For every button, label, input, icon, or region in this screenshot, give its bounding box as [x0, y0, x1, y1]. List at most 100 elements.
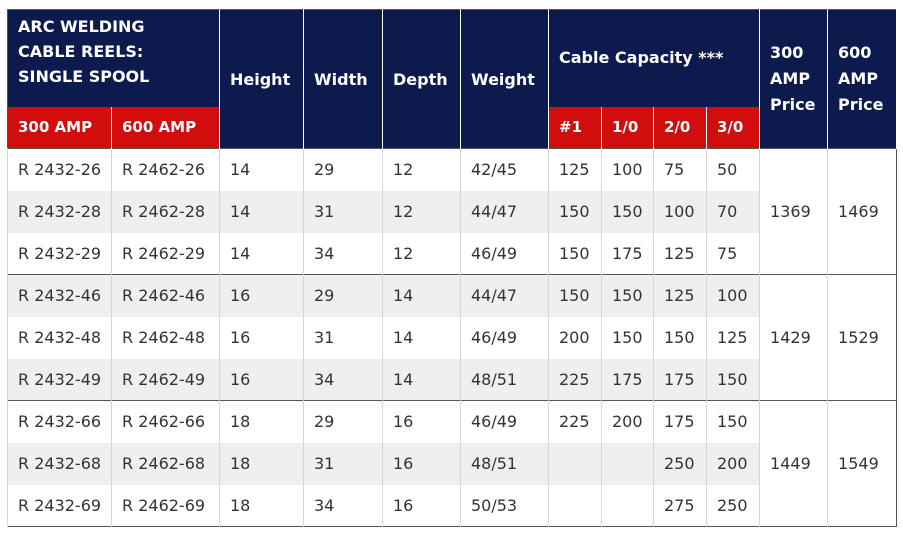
capacity-2-0-cell: 100 — [654, 191, 707, 233]
height-cell: 18 — [220, 443, 304, 485]
price-600-header-line: AMP — [838, 66, 896, 92]
price-600-header-line: 600 — [838, 40, 896, 66]
capacity-1-cell — [549, 485, 602, 527]
cable-reel-spec-table: ARC WELDING CABLE REELS: SINGLE SPOOL He… — [7, 9, 897, 527]
model-600-cell: R 2462-29 — [112, 233, 220, 275]
model-300-cell: R 2432-66 — [8, 401, 112, 443]
weight-cell: 50/53 — [461, 485, 549, 527]
price-300-header-line: AMP — [770, 66, 827, 92]
capacity-size-3-0: 3/0 — [707, 107, 760, 149]
price-300-cell: 1369 — [760, 149, 828, 275]
model-600-cell: R 2462-48 — [112, 317, 220, 359]
height-cell: 18 — [220, 401, 304, 443]
capacity-1-cell: 200 — [549, 317, 602, 359]
model-600-cell: R 2462-66 — [112, 401, 220, 443]
table-row: R 2432-46 R 2462-46 16 29 14 44/47 150 1… — [8, 275, 897, 317]
height-cell: 14 — [220, 233, 304, 275]
capacity-1-0-cell — [602, 443, 654, 485]
height-cell: 18 — [220, 485, 304, 527]
width-cell: 29 — [304, 401, 383, 443]
width-cell: 31 — [304, 443, 383, 485]
capacity-size-2-0: 2/0 — [654, 107, 707, 149]
capacity-1-0-cell: 150 — [602, 275, 654, 317]
capacity-3-0-cell: 150 — [707, 359, 760, 401]
model-600-cell: R 2462-69 — [112, 485, 220, 527]
weight-cell: 46/49 — [461, 401, 549, 443]
height-cell: 16 — [220, 317, 304, 359]
model-300-cell: R 2432-46 — [8, 275, 112, 317]
capacity-1-0-cell — [602, 485, 654, 527]
model-600-cell: R 2462-26 — [112, 149, 220, 191]
weight-cell: 46/49 — [461, 233, 549, 275]
price-600-cell: 1549 — [828, 401, 897, 527]
capacity-1-0-cell: 150 — [602, 191, 654, 233]
model-300-cell: R 2432-69 — [8, 485, 112, 527]
capacity-1-cell: 225 — [549, 359, 602, 401]
capacity-1-cell: 225 — [549, 401, 602, 443]
height-cell: 16 — [220, 275, 304, 317]
price-300-cell: 1449 — [760, 401, 828, 527]
price-300-header-line: Price — [770, 92, 827, 118]
capacity-2-0-cell: 175 — [654, 401, 707, 443]
capacity-size-1: #1 — [549, 107, 602, 149]
depth-cell: 14 — [383, 317, 461, 359]
capacity-1-cell: 150 — [549, 233, 602, 275]
depth-cell: 16 — [383, 443, 461, 485]
capacity-1-0-cell: 175 — [602, 233, 654, 275]
capacity-size-1-0: 1/0 — [602, 107, 654, 149]
height-cell: 16 — [220, 359, 304, 401]
capacity-1-cell: 150 — [549, 275, 602, 317]
model-300-header: 300 AMP — [8, 107, 112, 149]
width-cell: 29 — [304, 275, 383, 317]
depth-header: Depth — [383, 10, 461, 149]
price-600-cell: 1469 — [828, 149, 897, 275]
capacity-3-0-cell: 100 — [707, 275, 760, 317]
capacity-2-0-cell: 175 — [654, 359, 707, 401]
width-cell: 31 — [304, 191, 383, 233]
capacity-1-cell — [549, 443, 602, 485]
capacity-2-0-cell: 150 — [654, 317, 707, 359]
title-line: ARC WELDING — [18, 14, 219, 39]
weight-cell: 42/45 — [461, 149, 549, 191]
capacity-3-0-cell: 125 — [707, 317, 760, 359]
capacity-1-cell: 125 — [549, 149, 602, 191]
weight-cell: 48/51 — [461, 443, 549, 485]
model-300-cell: R 2432-28 — [8, 191, 112, 233]
model-600-cell: R 2462-49 — [112, 359, 220, 401]
model-300-cell: R 2432-29 — [8, 233, 112, 275]
cable-capacity-header: Cable Capacity *** — [549, 10, 760, 107]
weight-cell: 44/47 — [461, 275, 549, 317]
width-header: Width — [304, 10, 383, 149]
depth-cell: 12 — [383, 233, 461, 275]
width-cell: 34 — [304, 485, 383, 527]
price-300-header: 300 AMP Price — [760, 10, 828, 149]
price-300-cell: 1429 — [760, 275, 828, 401]
weight-header: Weight — [461, 10, 549, 149]
capacity-1-0-cell: 175 — [602, 359, 654, 401]
width-cell: 34 — [304, 233, 383, 275]
capacity-2-0-cell: 275 — [654, 485, 707, 527]
table-row: R 2432-26 R 2462-26 14 29 12 42/45 125 1… — [8, 149, 897, 191]
model-600-cell: R 2462-46 — [112, 275, 220, 317]
width-cell: 34 — [304, 359, 383, 401]
capacity-3-0-cell: 70 — [707, 191, 760, 233]
weight-cell: 46/49 — [461, 317, 549, 359]
model-300-cell: R 2432-49 — [8, 359, 112, 401]
table-title: ARC WELDING CABLE REELS: SINGLE SPOOL — [8, 10, 220, 107]
width-cell: 31 — [304, 317, 383, 359]
capacity-2-0-cell: 250 — [654, 443, 707, 485]
model-300-cell: R 2432-68 — [8, 443, 112, 485]
price-600-header: 600 AMP Price — [828, 10, 897, 149]
depth-cell: 14 — [383, 359, 461, 401]
capacity-3-0-cell: 75 — [707, 233, 760, 275]
capacity-1-0-cell: 150 — [602, 317, 654, 359]
price-600-cell: 1529 — [828, 275, 897, 401]
capacity-2-0-cell: 125 — [654, 275, 707, 317]
model-600-header: 600 AMP — [112, 107, 220, 149]
model-300-cell: R 2432-48 — [8, 317, 112, 359]
depth-cell: 12 — [383, 149, 461, 191]
depth-cell: 16 — [383, 401, 461, 443]
model-600-cell: R 2462-68 — [112, 443, 220, 485]
depth-cell: 14 — [383, 275, 461, 317]
depth-cell: 12 — [383, 191, 461, 233]
